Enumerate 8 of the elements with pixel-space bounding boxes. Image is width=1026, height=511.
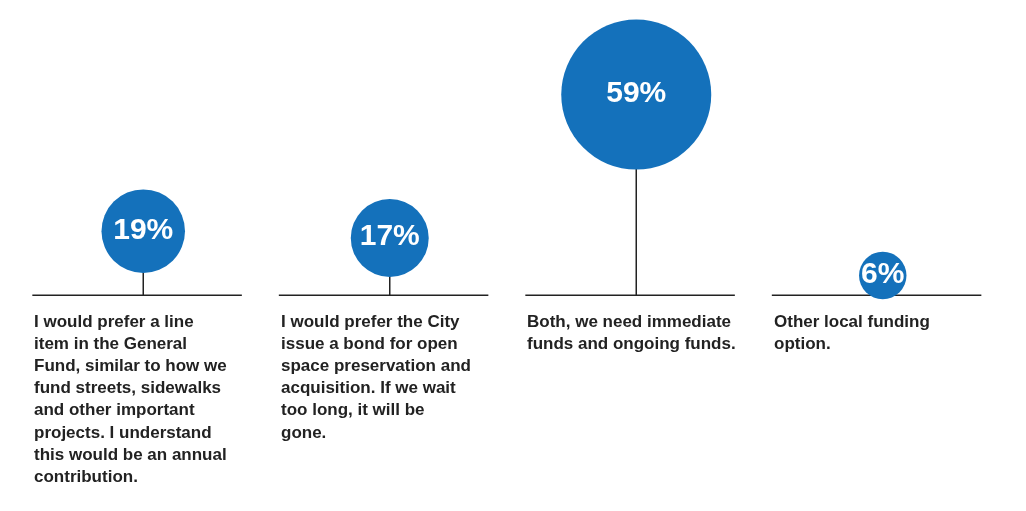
- data-label: 59%: [606, 75, 667, 109]
- data-label: 6%: [861, 256, 905, 290]
- data-label: 17%: [359, 218, 420, 252]
- x-tick-label: I would prefer a line item in the General Fund, similar to how we fund streets, sidewalks and other important projects. I understand this would be an annual contribution.: [34, 312, 227, 486]
- data-label: 19%: [113, 211, 174, 245]
- x-tick-label: Other local funding option.: [774, 312, 930, 354]
- x-tick-label: I would prefer the City issue a bond for open space preservation and acquisition. If we wait too long, it will be gone.: [281, 312, 471, 442]
- x-tick-label: Both, we need immediate funds and ongoing funds.: [527, 312, 736, 354]
